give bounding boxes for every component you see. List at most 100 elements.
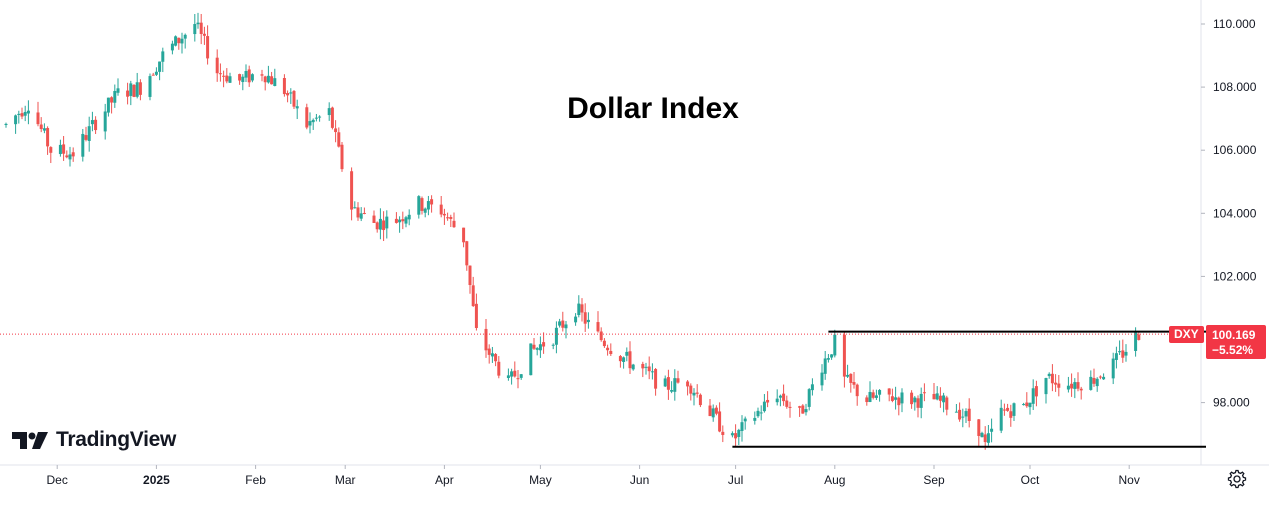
candle-body — [289, 92, 293, 94]
candle-body — [842, 334, 846, 377]
candle-body — [874, 395, 878, 398]
candle-body — [871, 392, 875, 398]
chart-title: Dollar Index — [567, 92, 739, 125]
candle-body — [161, 51, 165, 62]
y-tick-label: 110.000 — [1213, 17, 1256, 31]
tradingview-logo[interactable]: TradingView — [12, 428, 176, 452]
candle-body — [497, 361, 501, 376]
gear-icon[interactable] — [1226, 468, 1248, 490]
candle-body — [442, 213, 446, 216]
candle-body — [1076, 382, 1080, 389]
candle-body — [116, 88, 120, 93]
candle-body — [823, 358, 827, 374]
candle-body — [17, 113, 21, 115]
candle-body — [986, 433, 990, 443]
candle-body — [106, 97, 110, 113]
candle-body — [183, 34, 187, 39]
candle-body — [820, 372, 824, 386]
candle-body — [356, 207, 360, 218]
y-tick-label: 104.000 — [1213, 206, 1257, 220]
candle-body — [673, 378, 677, 392]
candle-body — [695, 392, 699, 394]
x-tick-label: Oct — [1021, 473, 1040, 487]
candle-body — [1034, 386, 1038, 397]
candle-body — [14, 115, 18, 125]
candle-body — [340, 144, 344, 170]
candle-body — [1137, 334, 1141, 340]
candle-body — [663, 378, 667, 387]
candle-body — [532, 344, 536, 349]
candle-body — [426, 201, 430, 210]
candle-body — [756, 410, 760, 417]
candle-body — [878, 390, 882, 395]
candle-body — [263, 76, 267, 83]
candle-body — [404, 217, 408, 224]
x-tick-label: Apr — [435, 473, 454, 487]
candle-body — [295, 106, 299, 109]
candle-body — [1098, 376, 1102, 378]
candle-body — [670, 390, 674, 392]
y-tick-label: 106.000 — [1213, 143, 1257, 157]
candle-body — [766, 399, 770, 403]
candle-body — [618, 356, 622, 362]
candle-body — [785, 400, 789, 407]
candle-body — [788, 406, 792, 408]
candle-body — [574, 316, 578, 323]
candle-body — [967, 408, 971, 421]
candle-body — [238, 74, 242, 81]
x-tick-label: May — [529, 473, 552, 487]
candle-body — [151, 74, 155, 76]
candle-body — [586, 319, 590, 323]
candle-body — [865, 397, 869, 403]
candle-body — [887, 388, 891, 395]
candle-body — [42, 128, 46, 131]
candle-body — [94, 119, 98, 131]
candle-body — [519, 374, 523, 378]
candle-body — [474, 303, 478, 329]
candle-body — [375, 222, 379, 230]
candle-body — [359, 213, 363, 219]
candle-body — [666, 377, 670, 390]
candle-body — [762, 401, 766, 412]
candle-body — [804, 409, 808, 413]
candle-body — [154, 71, 158, 75]
candle-body — [260, 74, 264, 76]
candle-body — [420, 198, 424, 211]
candle-body — [798, 406, 802, 408]
candle-body — [1114, 353, 1118, 360]
candle-body — [641, 363, 645, 369]
candle-body — [385, 216, 389, 229]
candle-body — [1028, 402, 1032, 408]
candle-body — [913, 397, 917, 403]
candle-body — [49, 147, 53, 153]
candle-body — [606, 347, 610, 351]
candle-body — [954, 411, 958, 413]
candle-body — [314, 117, 318, 119]
candle-body — [465, 241, 469, 266]
candle-body — [654, 369, 658, 389]
candle-body — [174, 36, 178, 46]
candle-body — [494, 354, 498, 362]
candle-body — [439, 204, 443, 215]
candle-body — [919, 393, 923, 408]
candle-body — [506, 375, 510, 378]
x-tick-label: Aug — [824, 473, 845, 487]
candle-body — [650, 371, 654, 373]
candle-body — [350, 171, 354, 210]
candle-body — [945, 397, 949, 410]
candle-body — [36, 112, 40, 125]
candle-body — [711, 408, 715, 418]
candle-body — [890, 396, 894, 401]
candle-body — [1047, 373, 1051, 377]
candle-body — [580, 304, 584, 313]
candle-body — [529, 343, 533, 376]
candle-body — [510, 371, 514, 377]
candle-body — [244, 71, 248, 78]
candle-body — [215, 57, 219, 74]
candle-body — [1079, 388, 1083, 391]
candle-body — [938, 395, 942, 401]
candle-body — [778, 395, 782, 398]
candle-body — [759, 412, 763, 414]
candle-body — [292, 90, 296, 107]
